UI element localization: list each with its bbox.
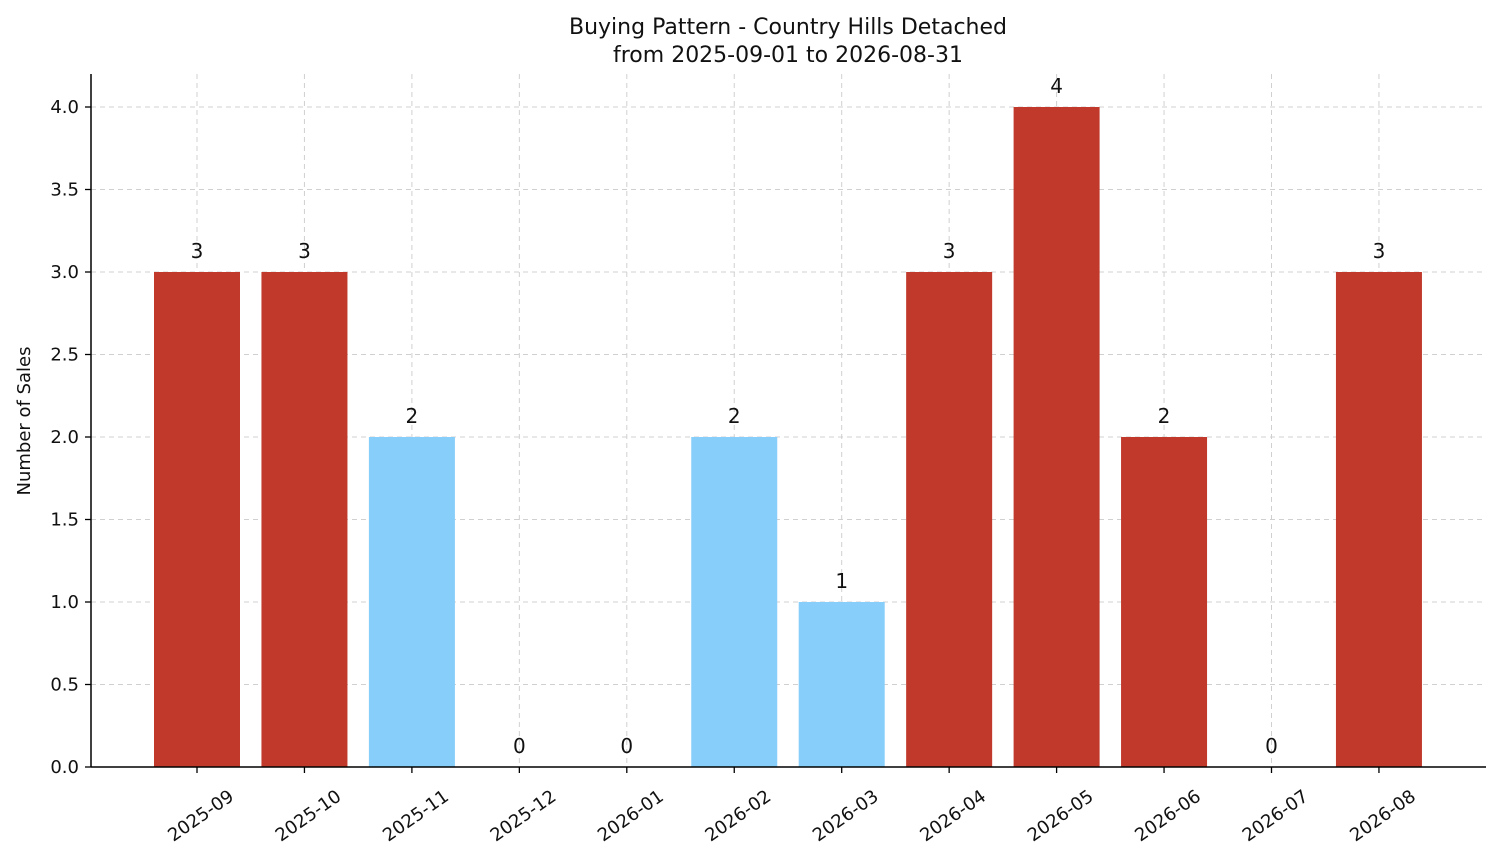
data-label-2026-05: 4 [1050, 74, 1063, 98]
bar-2025-10 [261, 272, 348, 767]
y-tick-label: 2.5 [50, 345, 79, 366]
x-tick-label-2026-07: 2026-07 [1239, 786, 1313, 846]
data-labels: 3 3 2 0 0 2 1 3 4 2 0 3 [191, 74, 1386, 758]
bar-2026-08 [1335, 272, 1422, 767]
data-label-2025-11: 2 [406, 404, 419, 428]
x-tick-label-2026-01: 2026-01 [594, 786, 668, 846]
data-label-2026-06: 2 [1158, 404, 1171, 428]
x-tick-label-2026-06: 2026-06 [1131, 786, 1205, 846]
y-tick-label: 1.0 [50, 592, 79, 613]
y-tick-label: 4.0 [50, 97, 79, 118]
bar-2026-03 [798, 602, 885, 767]
x-tick-label-2025-12: 2025-12 [487, 786, 561, 846]
bar-2026-06 [1121, 437, 1208, 767]
data-label-2026-03: 1 [835, 569, 848, 593]
data-label-2026-08: 3 [1373, 239, 1386, 263]
y-tick-label: 3.0 [50, 262, 79, 283]
bar-2026-02 [691, 437, 778, 767]
data-label-2026-04: 3 [943, 239, 956, 263]
bar-2026-05 [1013, 107, 1100, 767]
x-tick-label-2026-08: 2026-08 [1346, 786, 1420, 846]
data-label-2025-12: 0 [513, 734, 526, 758]
x-tick-label-2025-09: 2025-09 [164, 786, 238, 846]
bars [154, 107, 1422, 767]
y-tick-label: 3.5 [50, 180, 79, 201]
x-tick-label-2025-10: 2025-10 [272, 786, 346, 846]
x-tick-label-2026-03: 2026-03 [809, 786, 883, 846]
bar-2025-09 [154, 272, 240, 767]
y-axis-label: Number of Sales [14, 346, 35, 495]
y-ticks: 0.0 0.5 1.0 1.5 2.0 2.5 3.0 3.5 4.0 [50, 97, 91, 778]
data-label-2025-09: 3 [191, 239, 204, 263]
x-tick-label-2025-11: 2025-11 [379, 786, 453, 846]
data-label-2026-07: 0 [1265, 734, 1278, 758]
data-label-2026-01: 0 [620, 734, 633, 758]
y-tick-label: 0.0 [50, 757, 79, 778]
x-tick-label-2026-02: 2026-02 [701, 786, 775, 846]
chart-title: Buying Pattern - Country Hills Detached [569, 15, 1007, 40]
chart-subtitle: from 2025-09-01 to 2026-08-31 [613, 43, 963, 68]
x-tick-label-2026-05: 2026-05 [1024, 786, 1098, 846]
x-ticks: 2025-09 2025-10 2025-11 2025-12 2026-01 2026-… [164, 767, 1420, 846]
bar-2026-04 [906, 272, 993, 767]
data-label-2026-02: 2 [728, 404, 741, 428]
data-label-2025-10: 3 [298, 239, 311, 263]
y-tick-label: 1.5 [50, 510, 79, 531]
bar-2025-11 [368, 437, 455, 767]
x-tick-label-2026-04: 2026-04 [916, 786, 990, 846]
y-tick-label: 0.5 [50, 675, 79, 696]
y-tick-label: 2.0 [50, 427, 79, 448]
